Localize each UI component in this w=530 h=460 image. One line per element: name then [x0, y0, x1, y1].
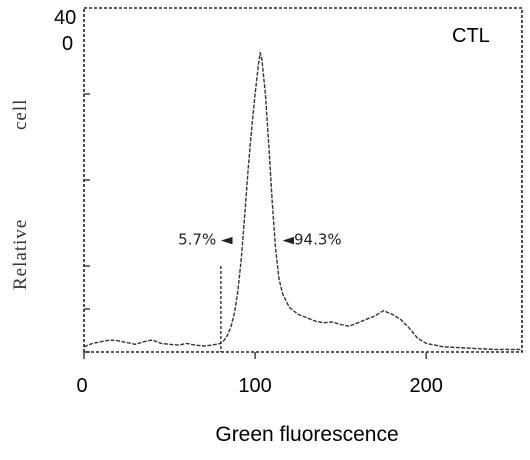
y-axis-label-cell: cell	[10, 99, 31, 130]
x-tick-marks	[83, 352, 427, 359]
panel-label: CTL	[452, 25, 490, 47]
x-tick-label: 200	[410, 375, 443, 397]
y-axis-label-relative: Relative	[10, 219, 31, 290]
y-top-tick-label-line2: 0	[62, 33, 73, 55]
annotation-right-percent: ◄94.3%	[282, 231, 341, 249]
y-tick-marks	[84, 93, 90, 353]
histogram-series-line	[83, 52, 522, 351]
x-axis-label: Green fluorescence	[215, 423, 398, 446]
y-top-tick-label-line1: 40	[54, 7, 76, 29]
plot-frame	[83, 7, 523, 353]
x-tick-labels: 0 100 200	[76, 375, 442, 397]
x-tick-label: 0	[76, 375, 87, 397]
x-tick-label: 100	[238, 375, 271, 397]
annotation-left-percent: 5.7% ◄	[178, 231, 233, 249]
